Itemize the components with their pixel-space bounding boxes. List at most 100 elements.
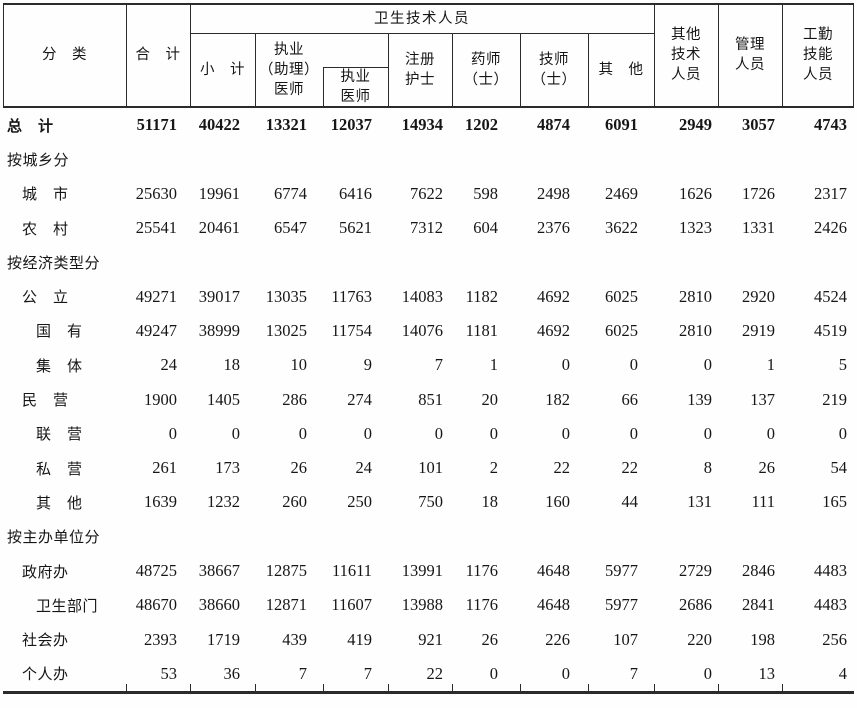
value-cell: 13991 bbox=[401, 561, 443, 580]
value-cell: 4874 bbox=[537, 115, 570, 135]
value-cell: 2729 bbox=[679, 561, 712, 580]
table-row: 卫生部门 48670 38660 12871 11607 13988 1176 4648 597… bbox=[3, 588, 853, 622]
value-cell: 1176 bbox=[465, 595, 498, 615]
value-cell: 13035 bbox=[265, 286, 307, 306]
value-cell: 0 bbox=[561, 663, 570, 683]
value-cell: 2317 bbox=[814, 183, 847, 203]
value-cell: 173 bbox=[215, 458, 240, 478]
header-vline bbox=[126, 3, 128, 106]
value-cell: 44 bbox=[621, 492, 639, 512]
row-label: 按经济类型分 bbox=[7, 255, 101, 272]
value-cell: 439 bbox=[282, 629, 307, 649]
value-cell: 1 bbox=[766, 355, 775, 375]
section-header-row: 按主办单位分 bbox=[3, 520, 853, 554]
value-cell: 48725 bbox=[135, 561, 177, 580]
value-cell: 12871 bbox=[265, 595, 307, 615]
value-cell: 14076 bbox=[401, 320, 443, 340]
table-row: 私 营 261 173 26 24 101 2 22 22 8 26 54 bbox=[3, 451, 853, 485]
value-cell: 4743 bbox=[814, 115, 847, 135]
header-other-technical-personnel: 其他 技术 人员 bbox=[671, 27, 701, 83]
value-cell: 12037 bbox=[330, 115, 372, 135]
value-cell: 2686 bbox=[679, 595, 712, 615]
value-cell: 11754 bbox=[331, 320, 372, 340]
value-cell: 7312 bbox=[410, 218, 443, 238]
value-cell: 11611 bbox=[331, 561, 372, 580]
value-cell: 1719 bbox=[207, 629, 240, 649]
value-cell: 2841 bbox=[742, 595, 775, 615]
value-cell: 4648 bbox=[537, 561, 570, 580]
header-registered-nurses: 注册 护士 bbox=[405, 51, 435, 88]
row-label: 联 营 bbox=[36, 427, 83, 444]
bottom-tick bbox=[718, 684, 720, 691]
header-vline bbox=[190, 3, 192, 106]
value-cell: 13025 bbox=[265, 320, 307, 340]
value-cell: 38999 bbox=[198, 320, 240, 340]
table-row: 民 营 1900 1405 286 274 851 20 182 66 139 137 219 bbox=[3, 382, 853, 416]
value-cell: 2810 bbox=[679, 286, 712, 306]
value-cell: 101 bbox=[418, 458, 443, 478]
header-vline bbox=[654, 3, 656, 106]
header-vline bbox=[3, 3, 5, 106]
value-cell: 107 bbox=[613, 629, 638, 649]
value-cell: 0 bbox=[489, 423, 498, 443]
value-cell: 2376 bbox=[537, 218, 570, 238]
header-skilled-workers: 工勤 技能 人员 bbox=[803, 27, 833, 83]
value-cell: 5977 bbox=[605, 595, 638, 615]
table-row: 总 计 51171 40422 13321 12037 14934 1202 4874 6091… bbox=[3, 108, 853, 142]
value-cell: 0 bbox=[561, 423, 570, 443]
header-vline bbox=[388, 33, 390, 106]
value-cell: 165 bbox=[822, 492, 847, 512]
bottom-tick bbox=[323, 684, 325, 691]
value-cell: 22 bbox=[621, 458, 639, 478]
value-cell: 0 bbox=[363, 423, 372, 443]
value-cell: 40422 bbox=[198, 115, 240, 135]
value-cell: 0 bbox=[703, 423, 712, 443]
bottom-tick bbox=[388, 684, 390, 691]
value-cell: 250 bbox=[347, 492, 372, 512]
row-label: 城 市 bbox=[22, 187, 69, 204]
row-label: 社会办 bbox=[22, 633, 69, 650]
header-classification: 分 类 bbox=[42, 47, 87, 63]
table-row: 其 他 1639 1232 260 250 750 18 160 44 131 111 165 bbox=[3, 485, 853, 519]
table-row: 政府办 48725 38667 12875 11611 13991 1176 4648 5977… bbox=[3, 554, 853, 588]
value-cell: 1232 bbox=[207, 492, 240, 512]
value-cell: 20461 bbox=[198, 218, 240, 238]
value-cell: 6416 bbox=[339, 183, 372, 203]
section-header-row: 按城乡分 bbox=[3, 142, 853, 176]
value-cell: 22 bbox=[426, 663, 444, 683]
value-cell: 1202 bbox=[465, 115, 498, 135]
value-cell: 0 bbox=[434, 423, 443, 443]
value-cell: 2393 bbox=[144, 629, 177, 649]
value-cell: 54 bbox=[830, 458, 848, 478]
value-cell: 20 bbox=[481, 389, 499, 409]
value-cell: 2810 bbox=[679, 320, 712, 340]
value-cell: 0 bbox=[489, 663, 498, 683]
header-vline bbox=[323, 67, 325, 106]
value-cell: 220 bbox=[687, 629, 712, 649]
table-row: 集 体 24 18 10 9 7 1 0 0 0 1 5 bbox=[3, 348, 853, 382]
bottom-tick bbox=[452, 684, 454, 691]
value-cell: 5977 bbox=[605, 561, 638, 580]
value-cell: 2426 bbox=[814, 218, 847, 238]
table-row: 农 村 25541 20461 6547 5621 7312 604 2376 3622 1323… bbox=[3, 211, 853, 245]
table-top-rule bbox=[3, 3, 854, 5]
bottom-tick bbox=[126, 684, 128, 691]
value-cell: 1626 bbox=[679, 183, 712, 203]
row-label: 按主办单位分 bbox=[7, 530, 101, 547]
value-cell: 66 bbox=[621, 389, 639, 409]
value-cell: 1176 bbox=[465, 561, 498, 580]
header-licensed-assistant-physicians: 执业 （助理） 医师 bbox=[259, 41, 319, 98]
value-cell: 0 bbox=[838, 423, 847, 443]
table-row: 公 立 49271 39017 13035 11763 14083 1182 4692 6025… bbox=[3, 279, 853, 313]
value-cell: 14083 bbox=[401, 286, 443, 306]
value-cell: 2498 bbox=[537, 183, 570, 203]
value-cell: 1726 bbox=[742, 183, 775, 203]
value-cell: 7622 bbox=[410, 183, 443, 203]
value-cell: 13321 bbox=[265, 115, 307, 135]
value-cell: 7 bbox=[434, 355, 443, 375]
value-cell: 851 bbox=[418, 389, 443, 409]
value-cell: 6025 bbox=[605, 320, 638, 340]
value-cell: 0 bbox=[703, 663, 712, 683]
value-cell: 11607 bbox=[331, 595, 372, 615]
value-cell: 6025 bbox=[605, 286, 638, 306]
